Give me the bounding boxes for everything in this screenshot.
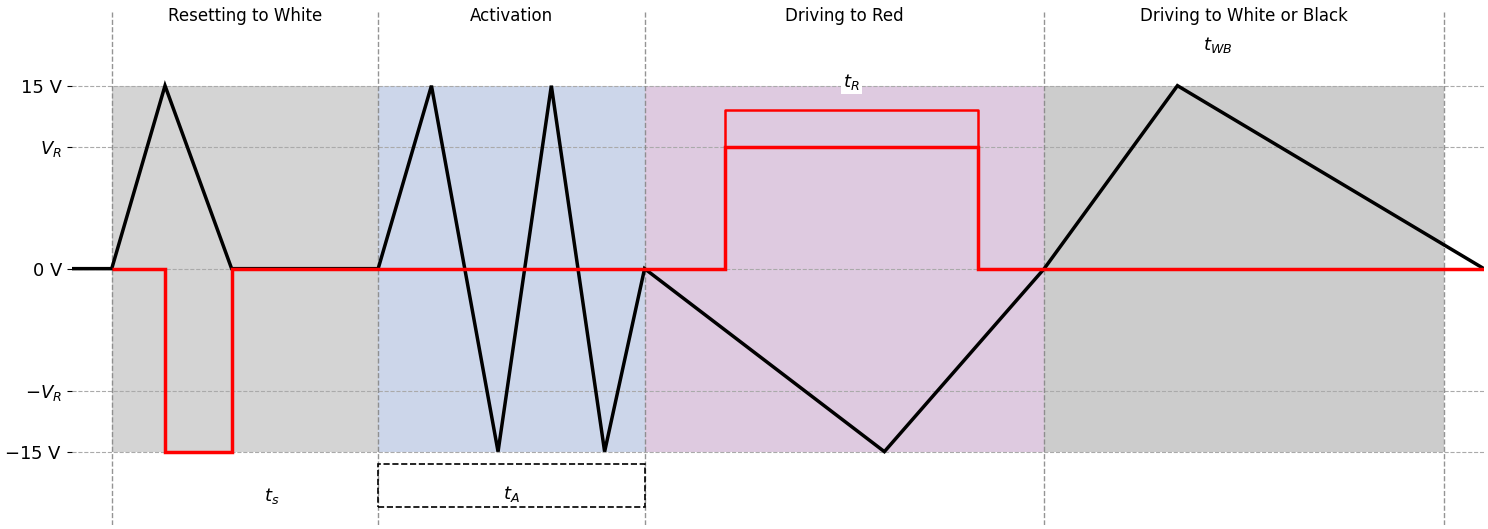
Bar <box>644 86 1045 452</box>
Text: Activation: Activation <box>470 7 554 25</box>
Text: Driving to White or Black: Driving to White or Black <box>1140 7 1348 25</box>
Text: $t_R$: $t_R$ <box>842 72 860 92</box>
Text: $t_s$: $t_s$ <box>263 486 280 506</box>
Bar <box>378 86 644 452</box>
Text: Driving to Red: Driving to Red <box>786 7 903 25</box>
Bar <box>1045 86 1443 452</box>
Text: Resetting to White: Resetting to White <box>168 7 321 25</box>
Text: $t_A$: $t_A$ <box>503 485 519 504</box>
Bar <box>112 86 378 452</box>
Text: $t_{WB}$: $t_{WB}$ <box>1202 35 1232 55</box>
Bar <box>378 464 644 507</box>
